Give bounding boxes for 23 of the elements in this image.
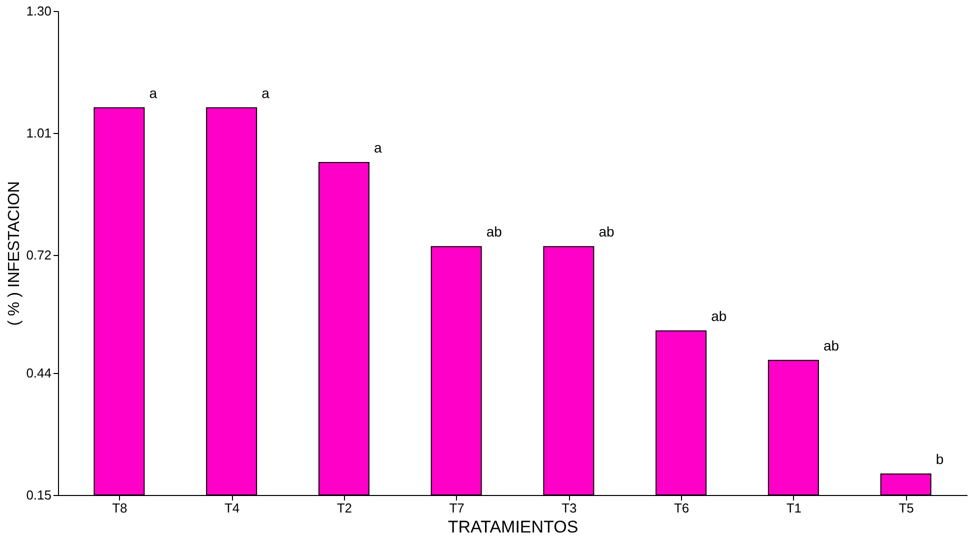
y-tick-label: 1.30	[26, 4, 52, 18]
annotation: a	[262, 84, 270, 101]
x-tick-label: T2	[336, 500, 352, 516]
annotation: ab	[711, 308, 727, 324]
x-tick-label: T3	[562, 500, 577, 516]
x-tick-label: T8	[112, 500, 128, 516]
x-tick-label: T5	[898, 500, 914, 516]
annotation: b	[936, 450, 944, 467]
x-tick-label: T4	[224, 500, 240, 516]
x-tick-label: T6	[674, 500, 690, 516]
annotation: a	[374, 140, 382, 156]
annotation: a	[149, 84, 158, 101]
annotation: ab	[823, 337, 840, 354]
annotation: ab	[598, 224, 614, 240]
x-tick-label: T7	[449, 500, 464, 516]
y-axis-title: ( % ) INFESTACION	[6, 181, 24, 326]
y-tick-label: 0.15	[26, 488, 52, 502]
annotation: ab	[486, 224, 502, 240]
y-tick-label: 1.01	[26, 126, 52, 141]
y-tick-label: 0.72	[26, 248, 52, 263]
x-tick-label: T1	[786, 500, 802, 516]
x-axis-title: TRATAMIENTOS	[448, 518, 578, 536]
y-tick-label: 0.44	[26, 365, 52, 380]
